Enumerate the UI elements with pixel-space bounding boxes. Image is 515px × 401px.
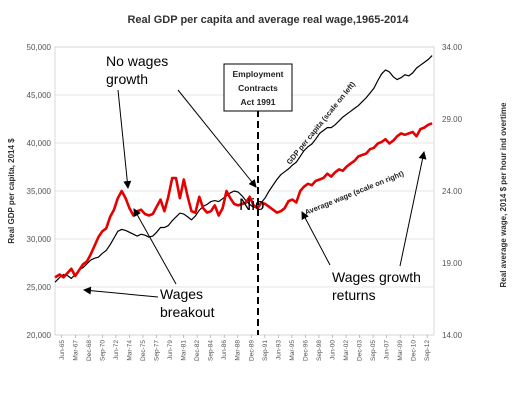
x-tick-label: Mar-67 <box>72 340 79 361</box>
y-right-tick-label: 34.00 <box>442 43 463 52</box>
x-tick-label: Jun-65 <box>59 340 66 360</box>
plot-area-frame <box>54 46 435 336</box>
y-right-tick-label: 29.00 <box>442 115 463 124</box>
annotation-no-wages-growth-line-2: growth <box>106 71 148 87</box>
x-tick-label: Mar-02 <box>343 340 350 361</box>
x-tick-label: Dec-68 <box>86 340 93 361</box>
annotation-wages-breakout-line-2: breakout <box>160 304 215 320</box>
x-tick-label: Dec-89 <box>248 340 255 361</box>
annotation-wages-breakout-line-1: Wages <box>160 286 203 302</box>
x-tick-label: Dec-82 <box>194 340 201 361</box>
annotation-wages-growth-returns-line-1: Wages growth <box>332 269 421 285</box>
x-tick-label: Sep-98 <box>316 340 323 361</box>
ec-act-line-1: Employment <box>232 69 283 79</box>
ec-act-line-2: Contracts <box>238 83 278 93</box>
x-tick-label: Jun-72 <box>113 340 120 360</box>
y-left-tick-label: 30,000 <box>27 235 52 244</box>
annotation-nio: Nio <box>239 195 265 214</box>
annotation-wages-growth-returns-line-2: returns <box>332 287 376 303</box>
arrow-wages-breakout-a <box>83 286 159 298</box>
y-right-tick-label: 19.00 <box>442 259 463 268</box>
x-tick-label: Dec-96 <box>302 340 309 361</box>
x-tick-label: Jun-07 <box>384 340 391 360</box>
x-tick-label: Dec-03 <box>357 340 364 361</box>
ec-act-line-3: Act 1991 <box>241 97 276 107</box>
x-tick-label: Sep-77 <box>154 340 161 361</box>
y-left-tick-label: 50,000 <box>27 43 52 52</box>
x-tick-label: Sep-91 <box>262 340 269 361</box>
y-left-tick-label: 45,000 <box>27 91 52 100</box>
series-line-gdp-per-capita <box>54 55 433 283</box>
wage-series-label: Average wage (scale on right) <box>303 169 405 217</box>
arrow-wages-growth-returns-b <box>399 151 427 267</box>
x-tick-label: Jun-79 <box>167 340 174 360</box>
x-tick-label: Sep-84 <box>208 340 215 361</box>
y-axis-left: 20,000 25,000 30,000 35,000 40,000 45,000 50,0… <box>27 43 52 340</box>
y-right-tick-label: 24.00 <box>442 187 463 196</box>
y-left-tick-label: 35,000 <box>27 187 52 196</box>
y-left-tick-label: 20,000 <box>27 331 52 340</box>
arrow-wages-growth-returns-a <box>301 211 331 266</box>
y-left-tick-label: 25,000 <box>27 283 52 292</box>
chart-title: Real GDP per capita and average real wag… <box>127 14 409 26</box>
x-axis: Jun-65 Mar-67 Dec-68 Sep-70 Jun-72 Mar-74 Dec-… <box>59 335 431 361</box>
x-tick-label: Jun-86 <box>221 340 228 360</box>
y-left-tick-label: 40,000 <box>27 139 52 148</box>
x-tick-label: Sep-70 <box>99 340 106 361</box>
series-line-average-wage <box>54 122 433 279</box>
x-tick-label: Mar-95 <box>289 340 296 361</box>
x-tick-label: Jun-00 <box>329 340 336 360</box>
arrow-no-wages-growth-b <box>177 89 257 188</box>
x-tick-label: Dec-10 <box>411 340 418 361</box>
x-tick-label: Mar-81 <box>181 340 188 361</box>
x-tick-label: Mar-88 <box>235 340 242 361</box>
x-tick-label: Sep-05 <box>370 340 377 361</box>
x-tick-label: Jun-93 <box>275 340 282 360</box>
y-axis-right-label: Real average wage, 2014 $ per hour ind o… <box>499 102 508 288</box>
x-tick-label: Mar-09 <box>397 340 404 361</box>
x-tick-label: Mar-74 <box>126 340 133 361</box>
x-tick-label: Sep-12 <box>424 340 431 361</box>
y-axis-left-label: Real GDP per capita, 2014 $ <box>7 138 16 244</box>
gdp-series-label: GDP per capita (scale on left) <box>285 79 358 166</box>
arrow-no-wages-growth-a <box>117 89 132 189</box>
annotation-no-wages-growth-line-1: No wages <box>106 53 168 69</box>
arrow-wages-breakout-b <box>133 208 177 285</box>
y-right-tick-label: 14.00 <box>442 331 463 340</box>
x-tick-label: Dec-75 <box>140 340 147 361</box>
y-axis-right: 14.00 19.00 24.00 29.00 34.00 <box>442 43 463 340</box>
employment-contracts-act-box <box>223 63 293 112</box>
